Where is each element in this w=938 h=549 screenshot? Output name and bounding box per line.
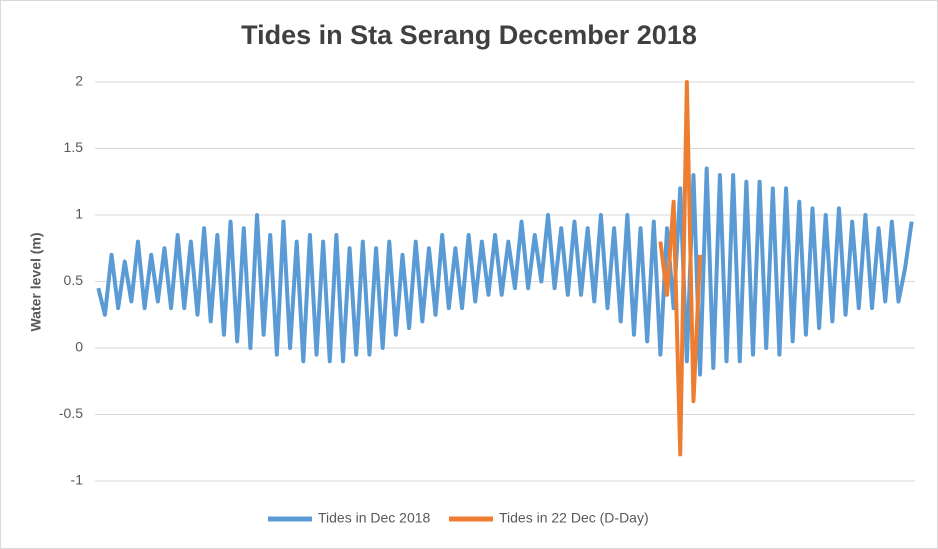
y-axis-label: Water level (m): [28, 232, 44, 331]
chart-title: Tides in Sta Serang December 2018: [241, 20, 697, 50]
y-tick-label: 0.5: [64, 272, 84, 288]
y-tick-label: 2: [75, 73, 83, 89]
y-tick-label: 1.5: [64, 139, 84, 155]
series-line: [96, 166, 914, 377]
y-tick-label: -0.5: [59, 405, 83, 421]
y-tick-label: 0: [75, 339, 83, 355]
series-line: [658, 80, 703, 457]
y-tick-label: -1: [71, 472, 84, 488]
y-tick-label: 1: [75, 206, 83, 222]
legend-label: Tides in Dec 2018: [318, 510, 431, 526]
legend-label: Tides in 22 Dec (D-Day): [499, 510, 649, 526]
